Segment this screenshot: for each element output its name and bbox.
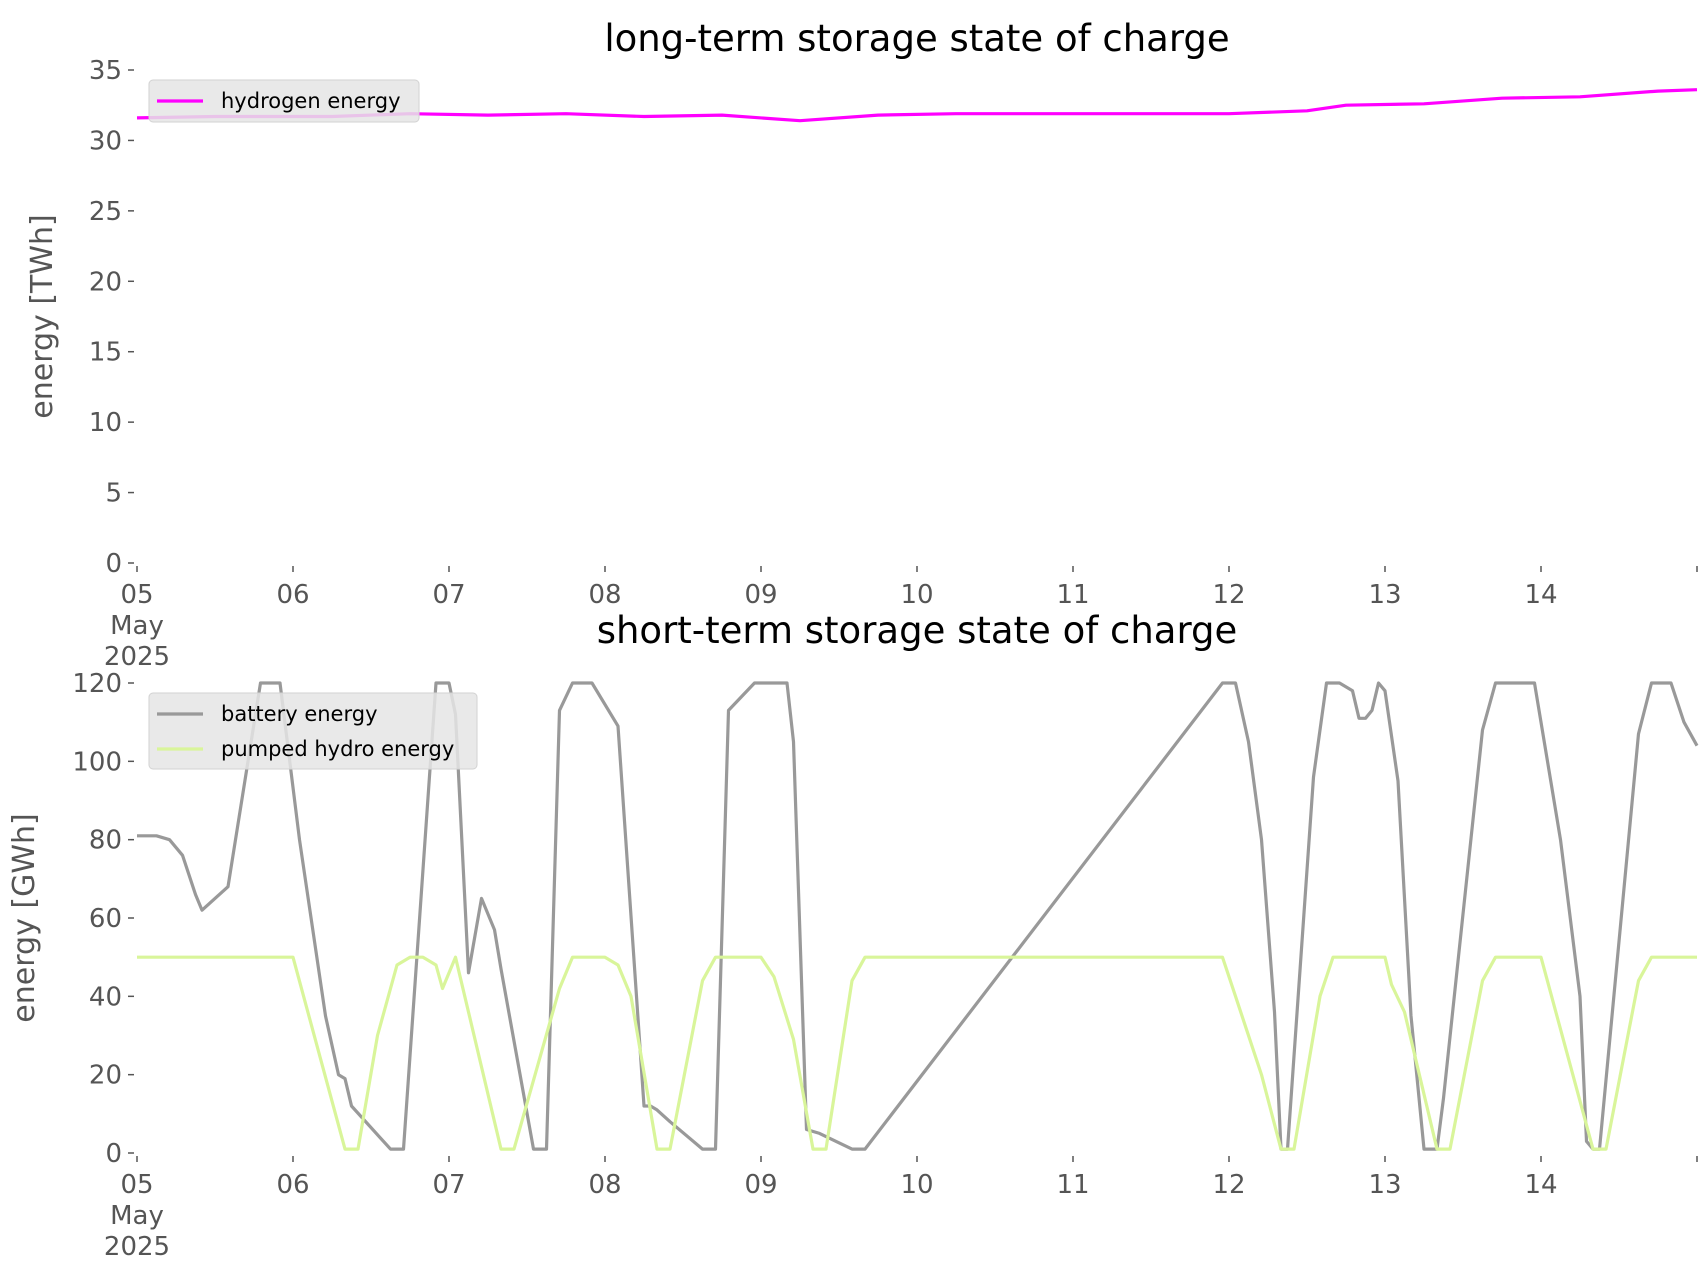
y-axis-label: energy [TWh] — [25, 214, 60, 418]
x-tick-label: 09 — [744, 1170, 777, 1200]
x-tick-label: 07 — [432, 580, 465, 610]
y-tick-label: 25 — [89, 197, 122, 227]
x-tick-label: 06 — [276, 580, 309, 610]
x-tick-label: 13 — [1368, 1170, 1401, 1200]
x-tick-label: 12 — [1212, 580, 1245, 610]
x-tick-label: 14 — [1524, 1170, 1557, 1200]
y-tick-label: 20 — [89, 267, 122, 297]
x-tick-label: 13 — [1368, 580, 1401, 610]
x-tick-label: 08 — [588, 580, 621, 610]
y-tick-label: 15 — [89, 338, 122, 368]
y-tick-label: 5 — [105, 479, 122, 509]
series-line-pumped-hydro-energy — [137, 955, 1697, 1151]
chart-panel-1: long-term storage state of charge energy … — [25, 17, 1698, 672]
chart-title: short-term storage state of charge — [597, 609, 1238, 652]
x-tick-label: 11 — [1056, 580, 1089, 610]
x-tick-label: 09 — [744, 580, 777, 610]
series-line-battery-energy — [137, 681, 1699, 1151]
x-tick-label: 05 May 2025 — [104, 1170, 170, 1262]
x-tick-label: 10 — [900, 580, 933, 610]
legend-box — [148, 692, 478, 770]
y-tick-label: 100 — [72, 747, 122, 777]
x-tick-label: 12 — [1212, 1170, 1245, 1200]
legend-label: battery energy — [221, 702, 378, 726]
x-tick-label: 05 May 2025 — [104, 580, 170, 672]
x-tick-label: 07 — [432, 1170, 465, 1200]
y-axis-label: energy [GWh] — [7, 813, 42, 1022]
y-tick-label: 0 — [105, 549, 122, 579]
x-tick-label: 08 — [588, 1170, 621, 1200]
y-tick-label: 20 — [89, 1061, 122, 1091]
x-tick-label: 10 — [900, 1170, 933, 1200]
x-tick-label: 14 — [1524, 580, 1557, 610]
y-tick-label: 120 — [72, 669, 122, 699]
x-tick-label: 06 — [276, 1170, 309, 1200]
y-tick-label: 60 — [89, 904, 122, 934]
y-tick-label: 80 — [89, 826, 122, 856]
y-tick-label: 30 — [89, 126, 122, 156]
y-tick-label: 10 — [89, 408, 122, 438]
y-tick-label: 35 — [89, 56, 122, 86]
x-tick-label: 11 — [1056, 1170, 1089, 1200]
y-tick-label: 40 — [89, 982, 122, 1012]
legend-label: hydrogen energy — [221, 89, 401, 113]
chart-title: long-term storage state of charge — [604, 17, 1229, 60]
legend-box — [148, 79, 420, 123]
y-tick-label: 0 — [105, 1139, 122, 1169]
legend-label: pumped hydro energy — [221, 737, 454, 761]
chart-panel-2: short-term storage state of charge energy… — [7, 609, 1699, 1262]
